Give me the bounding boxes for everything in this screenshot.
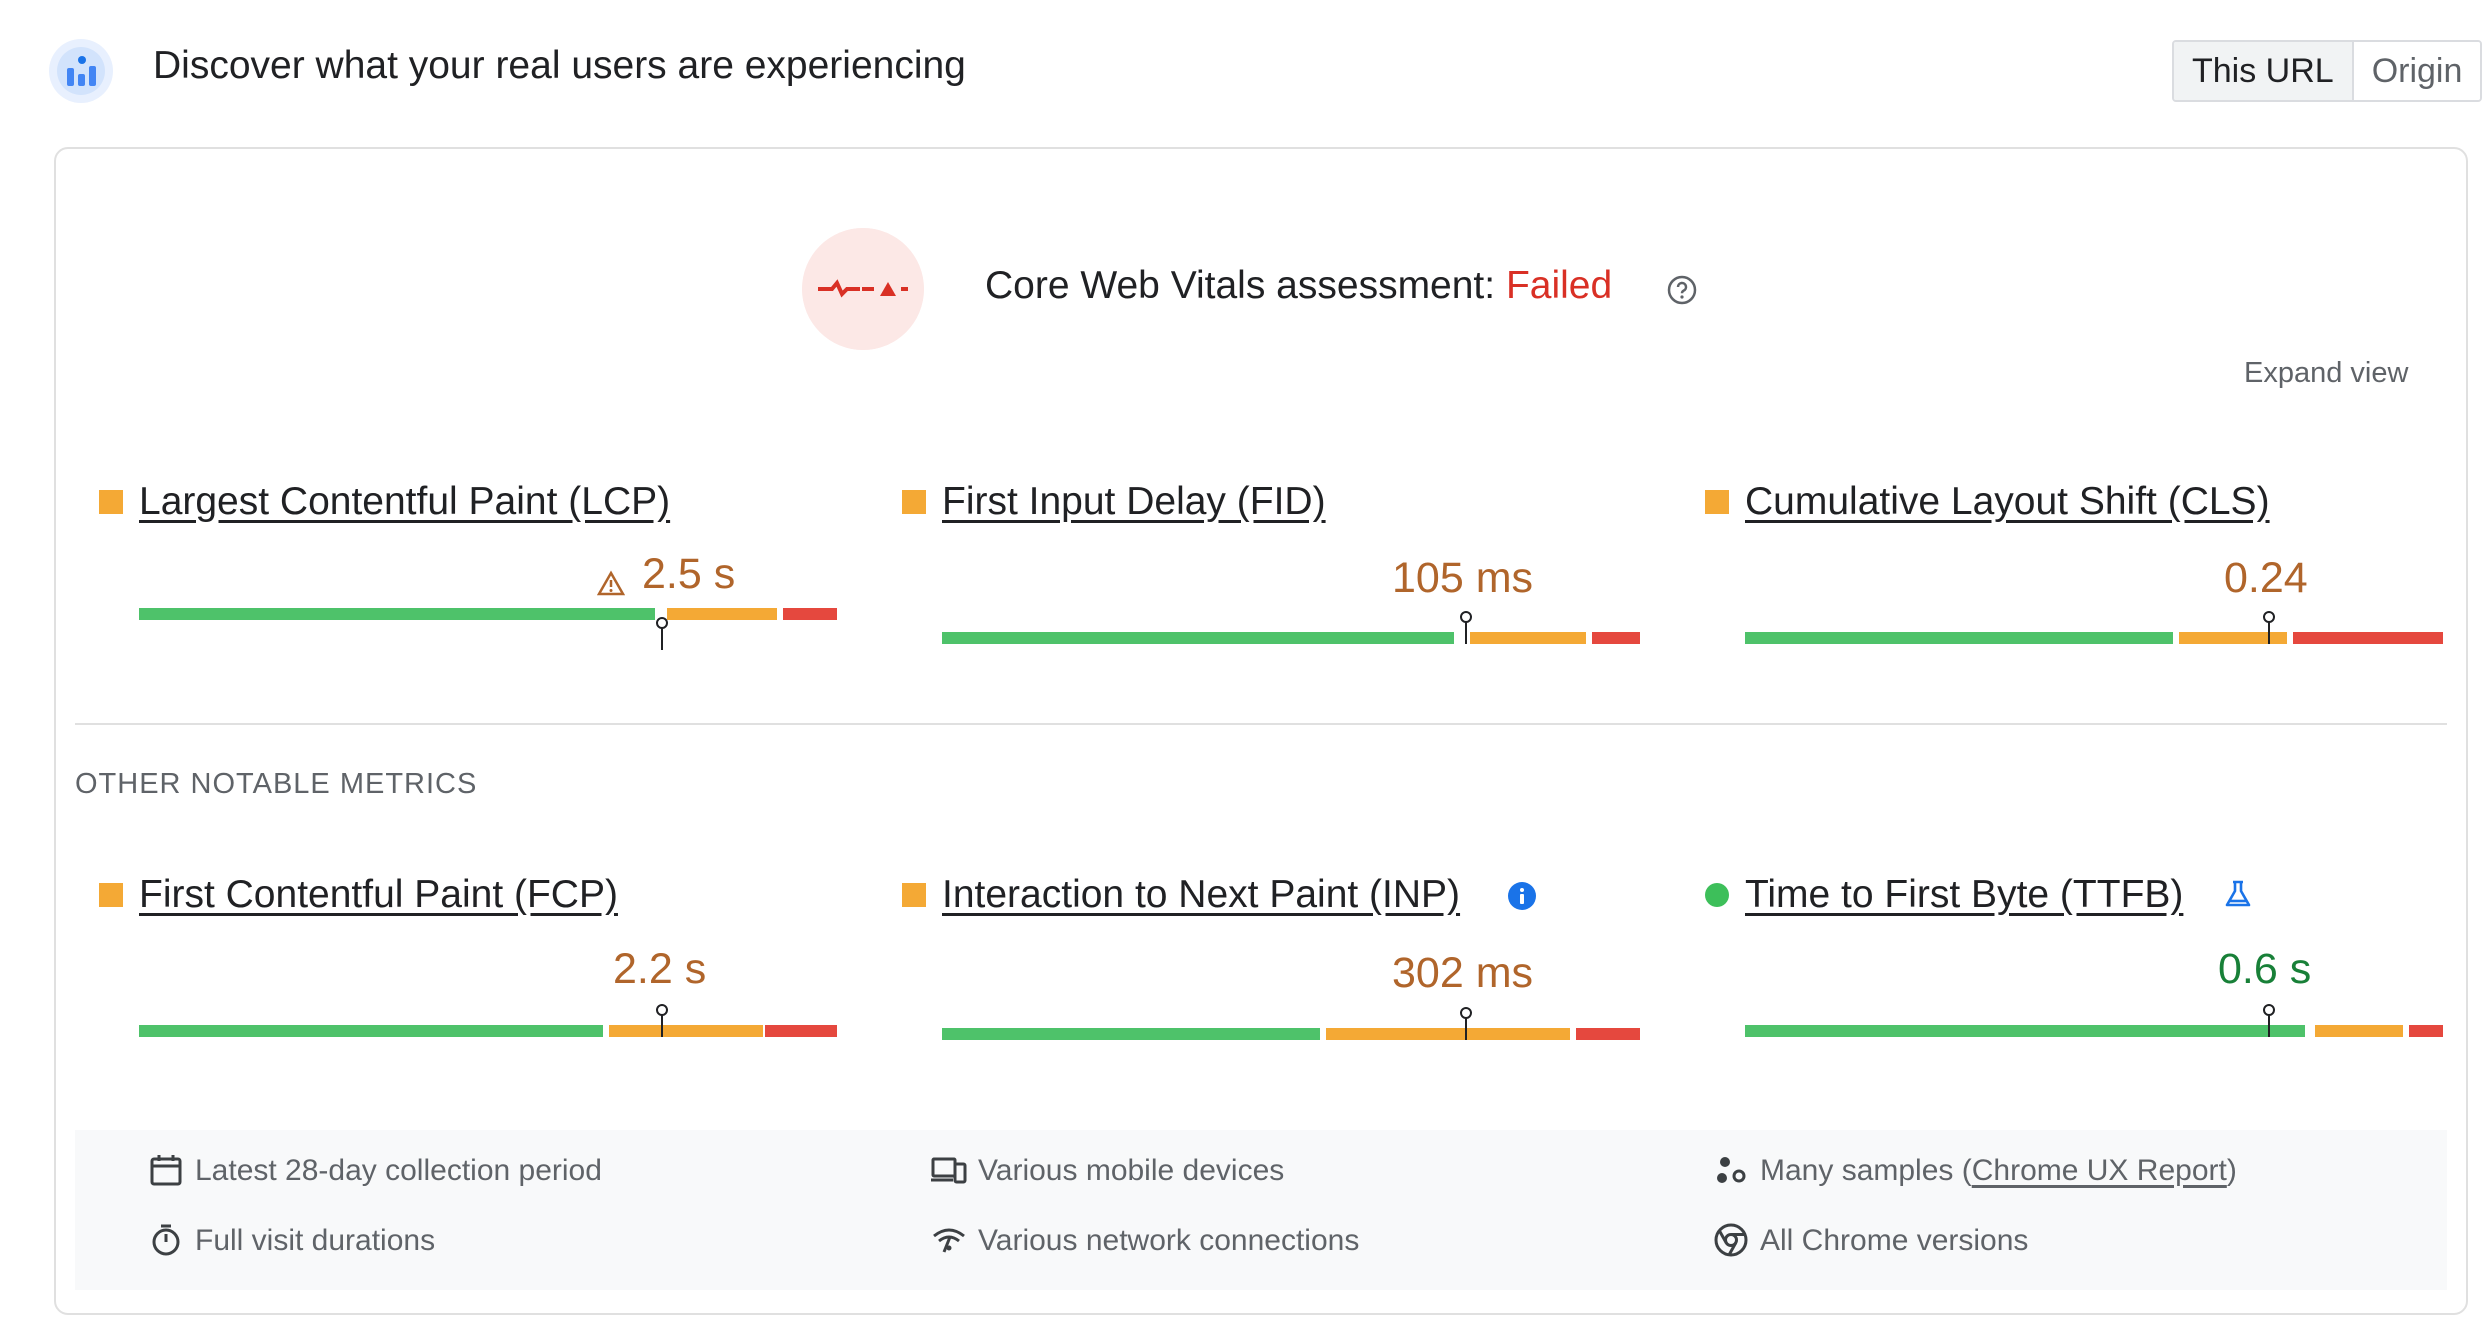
needs-improvement-square-icon bbox=[902, 883, 926, 907]
footer-text: Latest 28-day collection period bbox=[195, 1154, 602, 1187]
stopwatch-icon bbox=[152, 1224, 180, 1256]
needs-improvement-square-icon bbox=[99, 883, 123, 907]
samples-suffix: ) bbox=[2226, 1154, 2237, 1187]
devices-icon bbox=[931, 1157, 967, 1184]
p75-marker-icon bbox=[2263, 1004, 2275, 1037]
poor-segment bbox=[1592, 632, 1640, 644]
calendar-icon bbox=[150, 1155, 182, 1186]
metric-value: 302 ms bbox=[1392, 949, 1534, 997]
needs-improvement-segment bbox=[609, 1025, 763, 1037]
data-summary-footer: Latest 28-day collection period Full vis… bbox=[75, 1130, 2447, 1290]
expand-view-button[interactable]: Expand view bbox=[2244, 357, 2409, 389]
other-metrics-heading: OTHER NOTABLE METRICS bbox=[75, 768, 478, 800]
metric-name[interactable]: First Contentful Paint (FCP) bbox=[139, 873, 618, 916]
needs-improvement-square-icon bbox=[1705, 490, 1729, 514]
help-icon[interactable] bbox=[1666, 274, 1698, 306]
footer-text: Many samples (Chrome UX Report) bbox=[1760, 1154, 2237, 1188]
footer-text: Various network connections bbox=[978, 1224, 1360, 1257]
metric-value: 2.5 s bbox=[642, 550, 736, 598]
good-segment bbox=[1745, 1025, 2305, 1037]
metric-name[interactable]: Cumulative Layout Shift (CLS) bbox=[1745, 480, 2270, 523]
distribution-bar bbox=[139, 1025, 837, 1037]
good-segment bbox=[942, 1028, 1320, 1040]
metric-value: 105 ms bbox=[1392, 554, 1534, 602]
p75-marker-icon bbox=[1460, 1007, 1472, 1040]
good-segment bbox=[139, 1025, 603, 1037]
pagespeed-crux-logo-icon bbox=[49, 39, 113, 103]
samples-dots-icon bbox=[1717, 1157, 1746, 1183]
needs-improvement-segment bbox=[667, 608, 777, 620]
poor-segment bbox=[765, 1025, 837, 1037]
metric-value: 0.24 bbox=[2224, 554, 2308, 602]
footer-text: Full visit durations bbox=[195, 1224, 436, 1257]
assessment-heading: Core Web Vitals assessment: Failed bbox=[985, 264, 1612, 308]
p75-marker-icon bbox=[656, 617, 668, 650]
needs-improvement-square-icon bbox=[902, 490, 926, 514]
url-origin-toggle[interactable]: This URL Origin bbox=[2172, 40, 2483, 102]
metric-fid: First Input Delay (FID) 105 ms bbox=[902, 480, 1640, 650]
footer-text: All Chrome versions bbox=[1760, 1224, 2029, 1257]
footer-text: Various mobile devices bbox=[978, 1154, 1285, 1187]
metric-cls: Cumulative Layout Shift (CLS) 0.24 bbox=[1705, 480, 2443, 650]
p75-marker-icon bbox=[1460, 611, 1472, 644]
metric-inp: Interaction to Next Paint (INP) 302 ms bbox=[902, 873, 1640, 1043]
needs-improvement-segment bbox=[1326, 1028, 1570, 1040]
metric-name[interactable]: Interaction to Next Paint (INP) bbox=[942, 873, 1461, 916]
metric-lcp: Largest Contentful Paint (LCP) 2.5 s bbox=[99, 480, 837, 650]
poor-segment bbox=[2293, 632, 2443, 644]
poor-segment bbox=[1576, 1028, 1640, 1040]
distribution-bar bbox=[139, 608, 837, 620]
toggle-this-url[interactable]: This URL bbox=[2174, 42, 2354, 100]
assessment-status: Failed bbox=[1505, 264, 1613, 307]
needs-improvement-segment bbox=[2179, 632, 2287, 644]
metric-name[interactable]: Time to First Byte (TTFB) bbox=[1745, 873, 2184, 916]
header: Discover what your real users are experi… bbox=[0, 0, 2492, 140]
good-segment bbox=[1745, 632, 2173, 644]
metric-value: 0.6 s bbox=[2218, 945, 2312, 993]
chrome-ux-report-link[interactable]: Chrome UX Report bbox=[1971, 1154, 2227, 1187]
field-data-card bbox=[54, 147, 2468, 1315]
assessment-label: Core Web Vitals assessment: bbox=[985, 264, 1506, 307]
distribution-bar bbox=[1745, 632, 2443, 644]
metric-name[interactable]: First Input Delay (FID) bbox=[942, 480, 1326, 523]
needs-improvement-segment bbox=[1470, 632, 1586, 644]
needs-improvement-segment bbox=[2315, 1025, 2403, 1037]
samples-prefix: Many samples ( bbox=[1760, 1154, 1972, 1187]
needs-improvement-square-icon bbox=[99, 490, 123, 514]
page-title: Discover what your real users are experi… bbox=[153, 44, 966, 87]
p75-marker-icon bbox=[2263, 611, 2275, 644]
metric-ttfb: Time to First Byte (TTFB) 0.6 s bbox=[1705, 873, 2443, 1043]
info-icon[interactable] bbox=[1507, 881, 1537, 911]
network-signal-icon bbox=[933, 1228, 965, 1253]
toggle-origin[interactable]: Origin bbox=[2353, 42, 2481, 100]
distribution-bar bbox=[942, 1028, 1640, 1040]
good-segment bbox=[139, 608, 655, 620]
p75-marker-icon bbox=[656, 1004, 668, 1037]
good-segment bbox=[942, 632, 1454, 644]
chrome-logo-icon bbox=[1714, 1223, 1748, 1257]
good-circle-icon bbox=[1705, 883, 1729, 907]
poor-segment bbox=[783, 608, 837, 620]
warning-triangle-icon bbox=[597, 570, 625, 596]
distribution-bar bbox=[942, 632, 1640, 644]
metric-name[interactable]: Largest Contentful Paint (LCP) bbox=[139, 480, 671, 523]
metric-fcp: First Contentful Paint (FCP) 2.2 s bbox=[99, 873, 837, 1043]
distribution-bar bbox=[1745, 1025, 2443, 1037]
poor-segment bbox=[2409, 1025, 2443, 1037]
assessment-failed-icon bbox=[802, 228, 924, 350]
section-divider bbox=[75, 723, 2447, 725]
experimental-flask-icon bbox=[2225, 880, 2251, 907]
metric-value: 2.2 s bbox=[613, 945, 707, 993]
